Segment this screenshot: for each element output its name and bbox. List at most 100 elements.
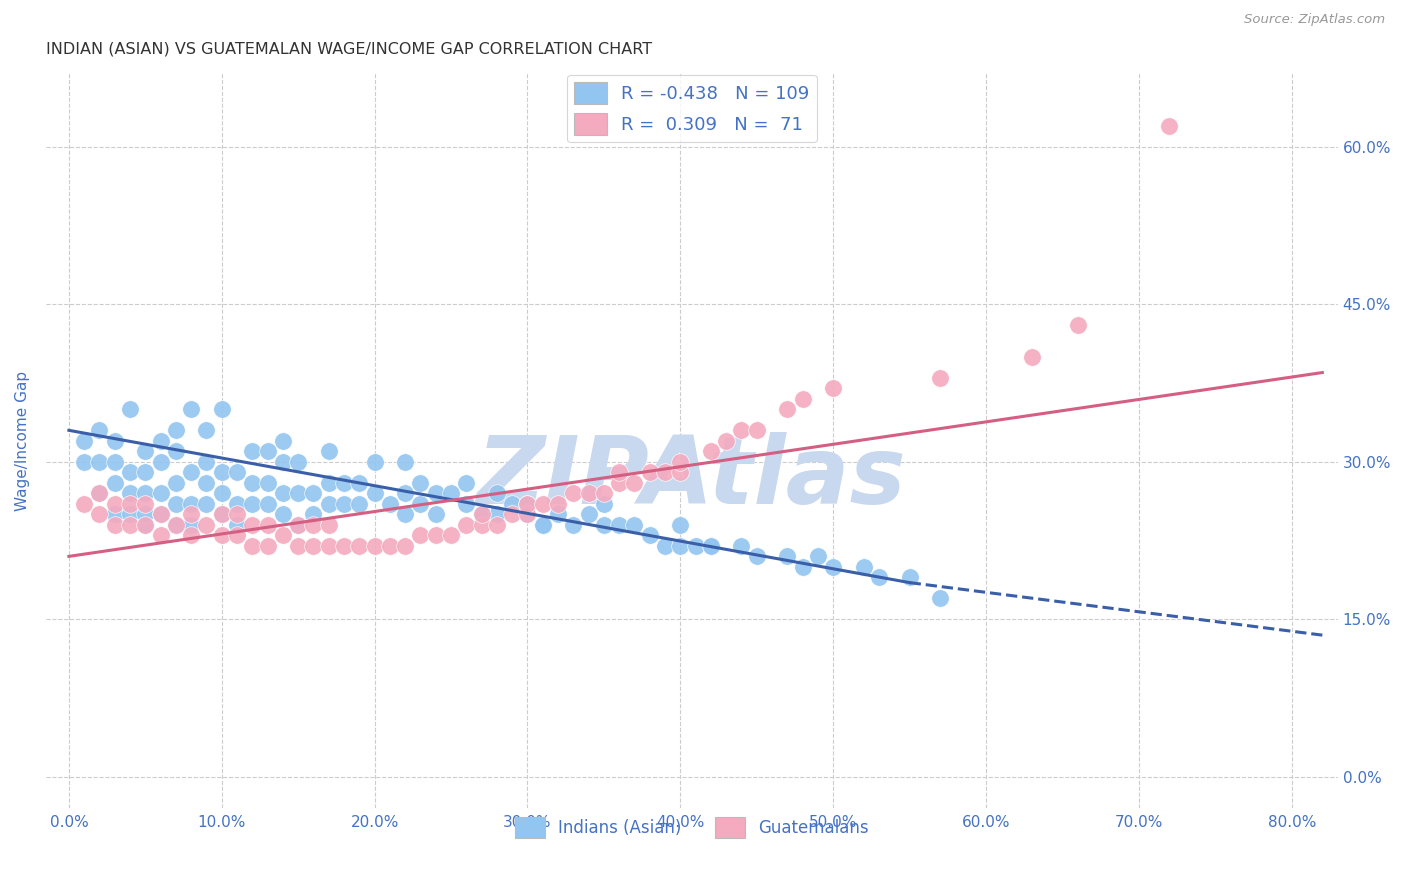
Point xyxy=(471,508,494,522)
Point xyxy=(318,475,340,490)
Point xyxy=(349,475,371,490)
Point xyxy=(378,539,401,553)
Point xyxy=(394,508,416,522)
Point xyxy=(623,475,645,490)
Point xyxy=(180,528,202,542)
Point xyxy=(149,486,172,500)
Point xyxy=(287,486,309,500)
Point xyxy=(792,392,814,406)
Point xyxy=(654,466,676,480)
Point xyxy=(456,475,478,490)
Point xyxy=(104,497,127,511)
Point xyxy=(485,508,508,522)
Point xyxy=(240,517,263,532)
Point xyxy=(134,444,156,458)
Point xyxy=(501,497,523,511)
Point xyxy=(333,475,356,490)
Point xyxy=(271,486,294,500)
Point xyxy=(256,475,278,490)
Point xyxy=(134,466,156,480)
Point xyxy=(211,486,233,500)
Point xyxy=(578,508,600,522)
Point xyxy=(73,497,96,511)
Point xyxy=(256,444,278,458)
Point xyxy=(318,497,340,511)
Point xyxy=(607,517,630,532)
Point xyxy=(165,475,187,490)
Point xyxy=(700,539,723,553)
Point xyxy=(256,517,278,532)
Point xyxy=(211,466,233,480)
Point xyxy=(623,517,645,532)
Point xyxy=(195,423,218,437)
Point xyxy=(118,466,141,480)
Point xyxy=(287,539,309,553)
Point xyxy=(378,497,401,511)
Point xyxy=(271,528,294,542)
Point xyxy=(593,486,616,500)
Point xyxy=(165,444,187,458)
Point xyxy=(73,434,96,448)
Point xyxy=(165,497,187,511)
Point xyxy=(180,517,202,532)
Point xyxy=(118,486,141,500)
Point xyxy=(302,517,325,532)
Point xyxy=(531,517,554,532)
Point xyxy=(547,497,569,511)
Point xyxy=(807,549,830,564)
Point xyxy=(180,508,202,522)
Point xyxy=(516,508,538,522)
Point xyxy=(333,497,356,511)
Legend: Indians (Asian), Guatemalans: Indians (Asian), Guatemalans xyxy=(508,811,876,844)
Point xyxy=(471,508,494,522)
Point xyxy=(792,559,814,574)
Point xyxy=(700,539,723,553)
Point xyxy=(516,508,538,522)
Point xyxy=(195,517,218,532)
Point xyxy=(409,528,432,542)
Point xyxy=(730,539,752,553)
Point xyxy=(776,549,799,564)
Point xyxy=(118,497,141,511)
Point xyxy=(776,402,799,417)
Point xyxy=(456,517,478,532)
Point xyxy=(226,528,249,542)
Point xyxy=(226,466,249,480)
Point xyxy=(898,570,921,584)
Point xyxy=(195,475,218,490)
Point xyxy=(578,486,600,500)
Point xyxy=(271,455,294,469)
Point xyxy=(745,549,768,564)
Point xyxy=(547,508,569,522)
Point xyxy=(134,497,156,511)
Point xyxy=(134,508,156,522)
Point xyxy=(165,423,187,437)
Point xyxy=(287,455,309,469)
Point xyxy=(349,539,371,553)
Text: Source: ZipAtlas.com: Source: ZipAtlas.com xyxy=(1244,13,1385,27)
Point xyxy=(211,508,233,522)
Point xyxy=(562,486,585,500)
Point xyxy=(180,402,202,417)
Point xyxy=(425,508,447,522)
Point xyxy=(562,517,585,532)
Point xyxy=(531,497,554,511)
Point xyxy=(516,497,538,511)
Point xyxy=(302,486,325,500)
Point xyxy=(730,423,752,437)
Point xyxy=(363,539,385,553)
Point xyxy=(669,539,692,553)
Point xyxy=(134,486,156,500)
Point xyxy=(195,497,218,511)
Point xyxy=(180,466,202,480)
Point xyxy=(226,497,249,511)
Point xyxy=(118,508,141,522)
Point xyxy=(318,539,340,553)
Point xyxy=(363,486,385,500)
Point xyxy=(669,466,692,480)
Point xyxy=(302,539,325,553)
Point xyxy=(593,517,616,532)
Point xyxy=(745,423,768,437)
Point xyxy=(240,475,263,490)
Point xyxy=(516,497,538,511)
